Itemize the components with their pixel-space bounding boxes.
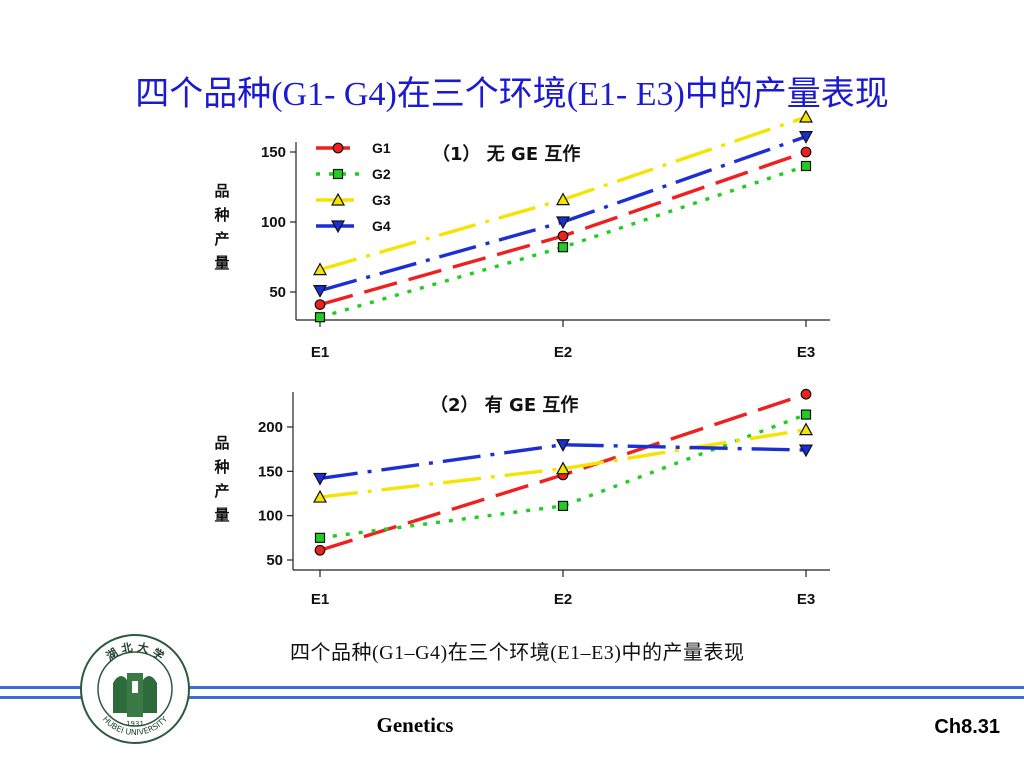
series-line-g4	[319, 443, 807, 481]
data-point-g3	[312, 262, 328, 276]
data-point-g4	[798, 444, 814, 458]
x-tick-label: E3	[797, 591, 815, 608]
logo-top-text: 湖 北 大 学	[103, 640, 166, 663]
x-tick-label: E1	[311, 344, 329, 361]
logo-top-textpath: 湖 北 大 学	[103, 640, 166, 663]
legend-label-g2: G2	[372, 166, 391, 182]
data-point-g4	[555, 216, 571, 230]
y-axis-label-char: 种	[213, 458, 229, 476]
data-point-g3	[798, 109, 814, 123]
data-point-g2	[800, 409, 812, 420]
logo-year: 1931	[126, 720, 144, 728]
data-point-g3	[555, 192, 571, 206]
x-tick-label: E3	[797, 344, 815, 361]
data-point-g1	[800, 146, 812, 158]
y-tick-label: 100	[261, 214, 286, 231]
y-axis-label-char: 品	[214, 182, 229, 200]
y-tick-label: 100	[258, 508, 283, 525]
series-line-g2	[319, 164, 807, 319]
data-point-g2	[557, 500, 569, 512]
footer-band-bottom	[0, 696, 1024, 699]
data-point-g2	[314, 312, 326, 323]
y-tick-label: 50	[269, 284, 286, 301]
x-tick-label: E2	[554, 344, 572, 361]
footer-band-top	[0, 686, 1024, 689]
legend-marker-g1	[332, 142, 344, 154]
data-point-g2	[800, 160, 812, 172]
legend-label-g1: G1	[372, 140, 391, 156]
data-point-g3	[555, 461, 571, 475]
data-point-g2	[314, 532, 326, 543]
university-logo-icon: 湖 北 大 学 HUBEI UNIVERSITY 1931	[80, 634, 190, 744]
y-axis-label-char: 产	[214, 230, 229, 248]
y-tick-label: 150	[261, 144, 286, 161]
data-point-g4	[312, 472, 328, 486]
legend-label-g4: G4	[372, 218, 391, 234]
y-axis-label-char: 产	[214, 482, 229, 500]
data-point-g1	[557, 230, 569, 242]
series-line-g2	[319, 412, 807, 540]
data-point-g4	[798, 131, 814, 144]
data-point-g4	[312, 285, 328, 298]
chart-subtitle: （2） 有 GE 互作	[430, 394, 578, 416]
data-point-g3	[798, 422, 814, 436]
x-tick-label: E1	[311, 591, 329, 608]
slide-title: 四个品种(G1- G4)在三个环境(E1- E3)中的产量表现	[135, 76, 889, 113]
series-line-g3	[319, 427, 807, 499]
y-axis-label-char: 品	[214, 434, 229, 452]
data-point-g1	[800, 388, 812, 400]
legend-label-g3: G3	[372, 192, 391, 208]
y-axis-label-char: 种	[213, 206, 229, 224]
figure-caption: 四个品种(G1–G4)在三个环境(E1–E3)中的产量表现	[290, 642, 745, 664]
legend-marker-g2	[332, 168, 344, 180]
chart-subtitle: （1） 无 GE 互作	[432, 143, 580, 165]
x-tick-label: E2	[554, 591, 572, 608]
y-tick-label: 50	[266, 552, 283, 569]
y-axis-label-char: 量	[214, 506, 229, 524]
footer-course-name: Genetics	[376, 713, 454, 737]
footer-slide-number: Ch8.31	[934, 716, 1000, 738]
legend-marker-g3	[330, 192, 346, 206]
legend-marker-g4	[330, 220, 346, 234]
data-point-g3	[312, 489, 328, 503]
data-point-g2	[557, 242, 569, 253]
data-point-g1	[314, 544, 326, 556]
data-point-g1	[314, 299, 326, 311]
y-tick-label: 200	[258, 419, 283, 436]
data-point-g4	[555, 439, 571, 452]
y-axis-label-char: 量	[214, 254, 229, 272]
y-tick-label: 150	[258, 463, 283, 480]
